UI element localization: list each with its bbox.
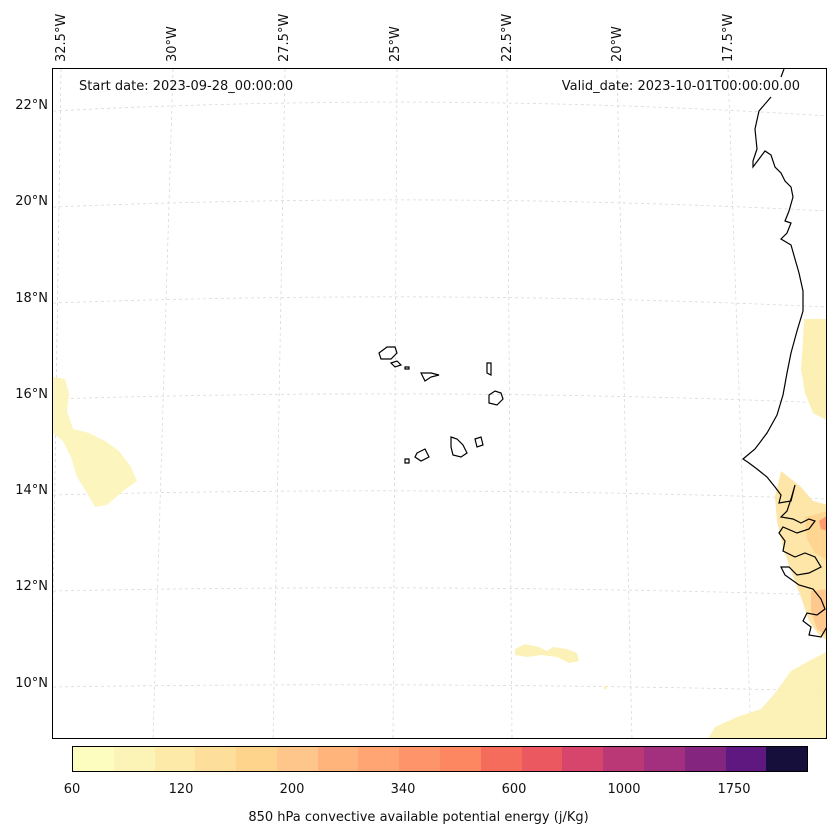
lat-label-10n: 10°N [15, 676, 48, 691]
colorbar-cell-10 [480, 747, 522, 771]
colorbar-cell-13 [603, 747, 644, 771]
cape-patch-west [53, 377, 137, 507]
colorbar-cell-17 [766, 747, 808, 771]
colorbar-cell-2 [154, 747, 196, 771]
colorbar-tick-200: 200 [279, 782, 305, 797]
colorbar-cell-5 [276, 747, 318, 771]
colorbar-tick-1000: 1000 [607, 782, 641, 797]
cape-patch-east-hot-3 [819, 516, 826, 531]
island-sao-vicente [389, 360, 403, 368]
lat-label-22n: 22°N [15, 98, 48, 113]
coastlines [378, 69, 826, 638]
colorbar-cell-16 [725, 747, 767, 771]
cape-patch-small [604, 686, 607, 689]
cape-patch-east-upper [801, 319, 826, 420]
colorbar-cell-6 [317, 747, 359, 771]
colorbar-label: 850 hPa convective available potential e… [248, 810, 589, 825]
colorbar-cell-12 [562, 747, 604, 771]
cape-patch-southeast [708, 652, 826, 738]
valid-date-text: Valid_date: 2023-10-01T00:00:00.00 [561, 79, 800, 94]
colorbar-cell-0 [73, 747, 114, 771]
lon-label-20w: 20°W [610, 26, 625, 62]
island-sal [486, 362, 492, 376]
colorbar-cell-11 [521, 747, 563, 771]
colorbar-tick-340: 340 [390, 782, 416, 797]
lat-label-18n: 18°N [15, 291, 48, 306]
island-santo-antao [378, 346, 398, 360]
colorbar-cell-1 [113, 747, 155, 771]
colorbar-cell-15 [684, 747, 726, 771]
colorbar-cell-3 [195, 747, 237, 771]
cape-patch-center [515, 644, 579, 663]
map-canvas [53, 69, 826, 738]
graticule [53, 69, 826, 738]
colorbar [72, 746, 808, 772]
colorbar-tick-1750: 1750 [717, 782, 751, 797]
colorbar-cell-14 [643, 747, 685, 771]
colorbar-cell-7 [358, 747, 400, 771]
island-brava [404, 458, 410, 464]
colorbar-tick-60: 60 [63, 782, 81, 797]
island-sao-nicolau [420, 372, 440, 382]
island-fogo [414, 448, 430, 462]
cape-field [53, 319, 826, 738]
lon-label-25w: 25°W [388, 26, 403, 62]
lon-label-22-5w: 22.5°W [500, 13, 515, 62]
island-boa-vista [488, 390, 504, 406]
start-date-text: Start date: 2023-09-28_00:00:00 [79, 79, 294, 94]
island-maio [474, 436, 484, 448]
island-santiago [450, 436, 468, 458]
lon-label-30w: 30°W [165, 26, 180, 62]
colorbar-tick-600: 600 [501, 782, 527, 797]
colorbar-cell-9 [440, 747, 481, 771]
colorbar-cell-8 [399, 747, 441, 771]
island-santa-luzia [404, 366, 410, 370]
lat-label-16n: 16°N [15, 387, 48, 402]
lon-label-17-5w: 17.5°W [721, 13, 736, 62]
africa-coast [741, 69, 826, 638]
lon-label-32-5w: 32.5°W [54, 13, 69, 62]
lat-label-12n: 12°N [15, 579, 48, 594]
lat-label-20n: 20°N [15, 194, 48, 209]
lat-label-14n: 14°N [15, 483, 48, 498]
lon-label-27-5w: 27.5°W [277, 13, 292, 62]
colorbar-tick-120: 120 [168, 782, 194, 797]
colorbar-cell-4 [236, 747, 277, 771]
map-frame[interactable]: Start date: 2023-09-28_00:00:00 Valid_da… [52, 68, 827, 739]
